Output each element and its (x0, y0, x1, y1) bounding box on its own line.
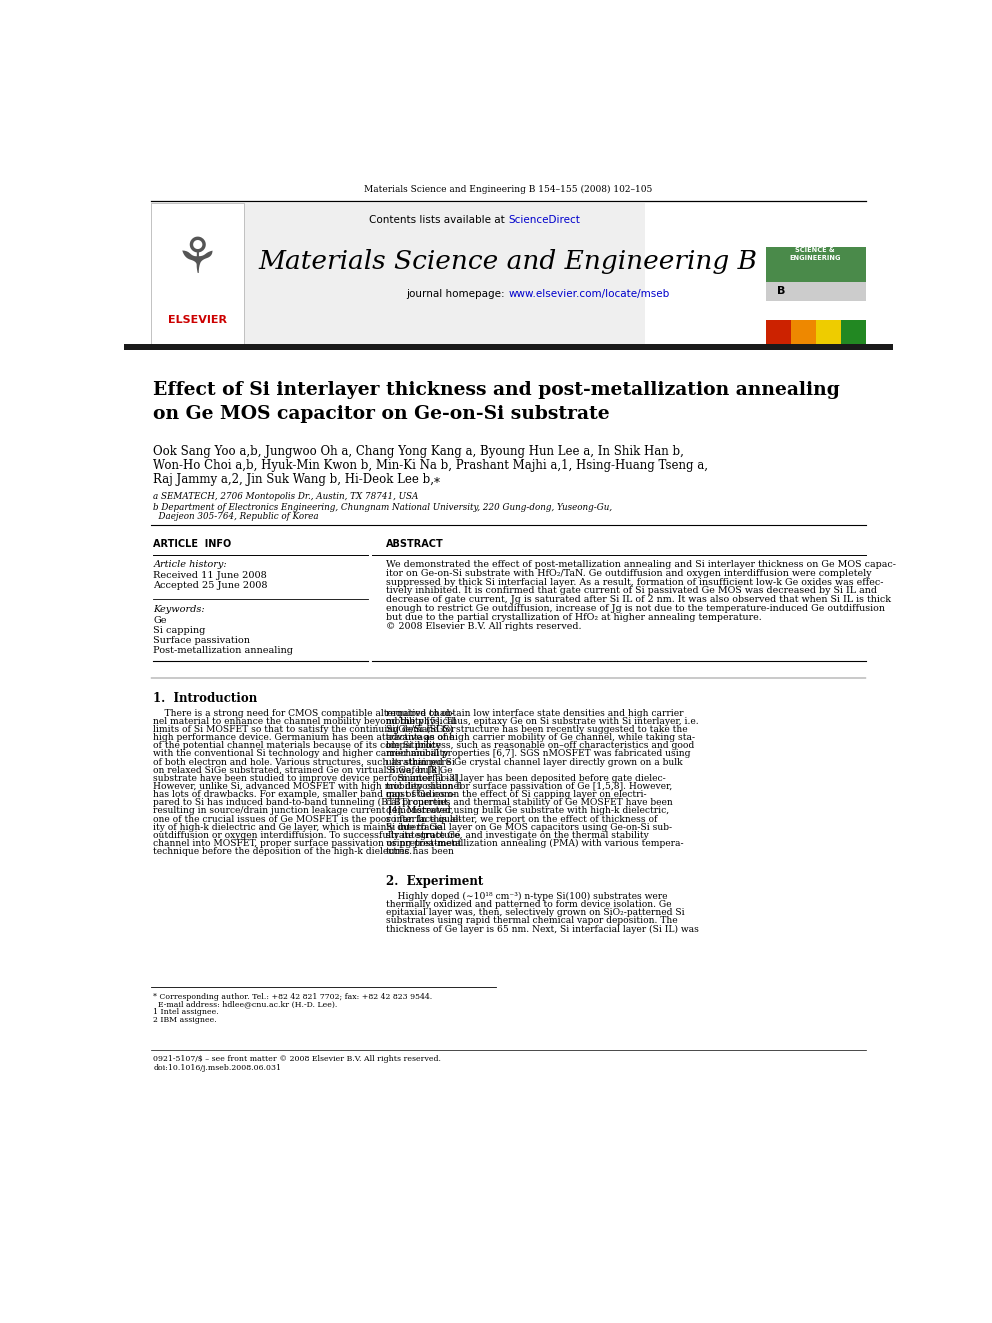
Text: one of the crucial issues of Ge MOSFET is the poor interface qual-: one of the crucial issues of Ge MOSFET i… (154, 815, 462, 824)
Text: of both electron and hole. Various structures, such as strained Si: of both electron and hole. Various struc… (154, 758, 455, 766)
Text: tures.: tures. (386, 847, 413, 856)
Text: epitaxial layer was, then, selectively grown on SiO₂-patterned Si: epitaxial layer was, then, selectively g… (386, 908, 684, 917)
Text: We demonstrated the effect of post-metallization annealing and Si interlayer thi: We demonstrated the effect of post-metal… (386, 560, 896, 569)
Text: Accepted 25 June 2008: Accepted 25 June 2008 (154, 582, 268, 590)
Text: doi:10.1016/j.mseb.2008.06.031: doi:10.1016/j.mseb.2008.06.031 (154, 1064, 282, 1072)
Bar (766, 320, 791, 344)
Text: enough to restrict Ge outdiffusion, increase of Jg is not due to the temperature: enough to restrict Ge outdiffusion, incr… (386, 605, 885, 613)
Text: Received 11 June 2008: Received 11 June 2008 (154, 572, 267, 581)
Text: © 2008 Elsevier B.V. All rights reserved.: © 2008 Elsevier B.V. All rights reserved… (386, 622, 581, 631)
Bar (766, 246, 866, 345)
Text: high performance device. Germanium has been attractive as one: high performance device. Germanium has b… (154, 733, 454, 742)
Text: Si interfacial layer on Ge MOS capacitors using Ge-on-Si sub-: Si interfacial layer on Ge MOS capacitor… (386, 823, 672, 832)
Text: Ook Sang Yoo a,b, Jungwoo Oh a, Chang Yong Kang a, Byoung Hun Lee a, In Shik Han: Ook Sang Yoo a,b, Jungwoo Oh a, Chang Yo… (154, 446, 684, 458)
Text: Si interfacial layer has been deposited before gate dielec-: Si interfacial layer has been deposited … (386, 774, 666, 783)
Text: B: B (778, 286, 786, 296)
Text: b Department of Electronics Engineering, Chungnam National University, 220 Gung-: b Department of Electronics Engineering,… (154, 503, 613, 512)
Text: Contents lists available at: Contents lists available at (369, 216, 509, 225)
Text: Daejeon 305-764, Republic of Korea: Daejeon 305-764, Republic of Korea (154, 512, 319, 521)
Text: advantage of high carrier mobility of Ge channel, while taking sta-: advantage of high carrier mobility of Ge… (386, 733, 695, 742)
Text: 1.  Introduction: 1. Introduction (154, 692, 258, 705)
Text: journal homepage:: journal homepage: (407, 288, 509, 299)
Text: with the conventional Si technology and higher carrier mobility: with the conventional Si technology and … (154, 749, 448, 758)
Text: ultrathin pure Ge crystal channel layer directly grown on a bulk: ultrathin pure Ge crystal channel layer … (386, 758, 682, 766)
Text: www.elsevier.com/locate/mseb: www.elsevier.com/locate/mseb (509, 288, 670, 299)
Text: substrates using rapid thermal chemical vapor deposition. The: substrates using rapid thermal chemical … (386, 917, 678, 925)
Text: Surface passivation: Surface passivation (154, 636, 250, 646)
Bar (791, 320, 815, 344)
Text: using post-metallization annealing (PMA) with various tempera-: using post-metallization annealing (PMA)… (386, 839, 683, 848)
Text: ScienceDirect: ScienceDirect (509, 216, 580, 225)
Text: Raj Jammy a,2, Jin Suk Wang b, Hi-Deok Lee b,⁎: Raj Jammy a,2, Jin Suk Wang b, Hi-Deok L… (154, 472, 440, 486)
Text: cal properties and thermal stability of Ge MOSFET have been: cal properties and thermal stability of … (386, 798, 673, 807)
Text: nel material to enhance the channel mobility beyond the physical: nel material to enhance the channel mobi… (154, 717, 456, 726)
Text: MATERIALS
SCIENCE &
ENGINEERING: MATERIALS SCIENCE & ENGINEERING (790, 239, 841, 261)
Text: on relaxed SiGe substrated, strained Ge on virtual SiGe, bulk Ge: on relaxed SiGe substrated, strained Ge … (154, 766, 453, 775)
Text: decrease of gate current, Jg is saturated after Si IL of 2 nm. It was also obser: decrease of gate current, Jg is saturate… (386, 595, 891, 605)
Text: 2 IBM assignee.: 2 IBM assignee. (154, 1016, 217, 1024)
Text: limits of Si MOSFET so that to satisfy the continuing demand for: limits of Si MOSFET so that to satisfy t… (154, 725, 456, 734)
Text: Won-Ho Choi a,b, Hyuk-Min Kwon b, Min-Ki Na b, Prashant Majhi a,1, Hsing-Huang T: Won-Ho Choi a,b, Hyuk-Min Kwon b, Min-Ki… (154, 459, 708, 472)
Text: has lots of drawbacks. For example, smaller band gap of Ge com-: has lots of drawbacks. For example, smal… (154, 790, 456, 799)
Text: ELSEVIER: ELSEVIER (168, 315, 227, 325)
Text: Materials Science and Engineering B 154–155 (2008) 102–105: Materials Science and Engineering B 154–… (364, 185, 653, 194)
Text: of the potential channel materials because of its compatibility: of the potential channel materials becau… (154, 741, 441, 750)
Text: but due to the partial crystallization of HfO₂ at higher annealing temperature.: but due to the partial crystallization o… (386, 613, 762, 622)
Bar (815, 320, 840, 344)
Text: 0921-5107/$ – see front matter © 2008 Elsevier B.V. All rights reserved.: 0921-5107/$ – see front matter © 2008 El… (154, 1054, 441, 1064)
Text: Effect of Si interlayer thickness and post-metallization annealing
on Ge MOS cap: Effect of Si interlayer thickness and po… (154, 381, 840, 423)
Text: Post-metallization annealing: Post-metallization annealing (154, 646, 294, 655)
Text: 2.  Experiment: 2. Experiment (386, 875, 483, 888)
Text: Ge: Ge (154, 617, 167, 626)
Bar (151, 202, 244, 345)
Text: pared to Si has induced band-to-band tunneling (BTBT) current,: pared to Si has induced band-to-band tun… (154, 798, 451, 807)
Text: ARTICLE  INFO: ARTICLE INFO (154, 540, 232, 549)
Text: mobility [5]. Thus, epitaxy Ge on Si substrate with Si interlayer, i.e.: mobility [5]. Thus, epitaxy Ge on Si sub… (386, 717, 698, 726)
Text: channel into MOSFET, proper surface passivation or pretreatment: channel into MOSFET, proper surface pass… (154, 839, 462, 848)
Text: thermally oxidized and patterned to form device isolation. Ge: thermally oxidized and patterned to form… (386, 900, 672, 909)
Text: strate structure, and investigate on the thermal stability: strate structure, and investigate on the… (386, 831, 649, 840)
Text: ⚘: ⚘ (176, 235, 220, 283)
Text: Article history:: Article history: (154, 560, 227, 569)
Bar (244, 202, 645, 344)
Text: most studies on the effect of Si capping layer on electri-: most studies on the effect of Si capping… (386, 790, 647, 799)
Text: However, unlike Si, advanced MOSFET with high mobility channel: However, unlike Si, advanced MOSFET with… (154, 782, 462, 791)
Text: a SEMATECH, 2706 Montopolis Dr., Austin, TX 78741, USA: a SEMATECH, 2706 Montopolis Dr., Austin,… (154, 492, 419, 501)
Text: Si wafer [8].: Si wafer [8]. (386, 766, 443, 775)
Text: ity of high-k dielectric and Ge layer, which is mainly due to Ge: ity of high-k dielectric and Ge layer, w… (154, 823, 442, 832)
Text: so far. In this letter, we report on the effect of thickness of: so far. In this letter, we report on the… (386, 815, 658, 824)
Text: There is a strong need for CMOS compatible alternative chan-: There is a strong need for CMOS compatib… (154, 709, 454, 717)
Text: itor on Ge-on-Si substrate with HfO₂/TaN. Ge outdiffusion and oxygen interdiffus: itor on Ge-on-Si substrate with HfO₂/TaN… (386, 569, 872, 578)
Text: tric deposition for surface passivation of Ge [1,5,8]. However,: tric deposition for surface passivation … (386, 782, 673, 791)
Text: mechanical properties [6,7]. SGS nMOSFET was fabricated using: mechanical properties [6,7]. SGS nMOSFET… (386, 749, 690, 758)
Text: Si/Ge/Si (SGS) structure has been recently suggested to take the: Si/Ge/Si (SGS) structure has been recent… (386, 725, 687, 734)
Text: ABSTRACT: ABSTRACT (386, 540, 443, 549)
Text: outdiffusion or oxygen interdiffusion. To successfully integrate Ge: outdiffusion or oxygen interdiffusion. T… (154, 831, 461, 840)
Text: Si capping: Si capping (154, 626, 205, 635)
Text: tively inhibited. It is confirmed that gate current of Si passivated Ge MOS was : tively inhibited. It is confirmed that g… (386, 586, 877, 595)
Bar (840, 320, 866, 344)
Text: Highly doped (∼10¹⁸ cm⁻³) n-type Si(100) substrates were: Highly doped (∼10¹⁸ cm⁻³) n-type Si(100)… (386, 892, 668, 901)
Text: resulting in source/drain junction leakage current [4]. Moreover,: resulting in source/drain junction leaka… (154, 807, 454, 815)
Text: technique before the deposition of the high-k dielectric has been: technique before the deposition of the h… (154, 847, 454, 856)
Text: Materials Science and Engineering B: Materials Science and Engineering B (259, 249, 758, 274)
Bar (124, 344, 893, 351)
Text: * Corresponding author. Tel.: +82 42 821 7702; fax: +82 42 823 9544.: * Corresponding author. Tel.: +82 42 821… (154, 992, 433, 1000)
Text: required to obtain low interface state densities and high carrier: required to obtain low interface state d… (386, 709, 683, 717)
Text: demonstrated using bulk Ge substrate with high-k dielectric,: demonstrated using bulk Ge substrate wit… (386, 807, 669, 815)
Text: E-mail address: hdlee@cnu.ac.kr (H.-D. Lee).: E-mail address: hdlee@cnu.ac.kr (H.-D. L… (154, 1000, 338, 1008)
Text: suppressed by thick Si interfacial layer. As a result, formation of insufficient: suppressed by thick Si interfacial layer… (386, 578, 884, 586)
Bar (766, 282, 866, 302)
Text: substrate have been studied to improve device performance [1–3].: substrate have been studied to improve d… (154, 774, 462, 783)
Text: thickness of Ge layer is 65 nm. Next, Si interfacial layer (Si IL) was: thickness of Ge layer is 65 nm. Next, Si… (386, 925, 698, 934)
Text: ble Si process, such as reasonable on–off characteristics and good: ble Si process, such as reasonable on–of… (386, 741, 694, 750)
Text: 1 Intel assignee.: 1 Intel assignee. (154, 1008, 219, 1016)
Bar (766, 302, 866, 320)
Text: Keywords:: Keywords: (154, 606, 205, 614)
